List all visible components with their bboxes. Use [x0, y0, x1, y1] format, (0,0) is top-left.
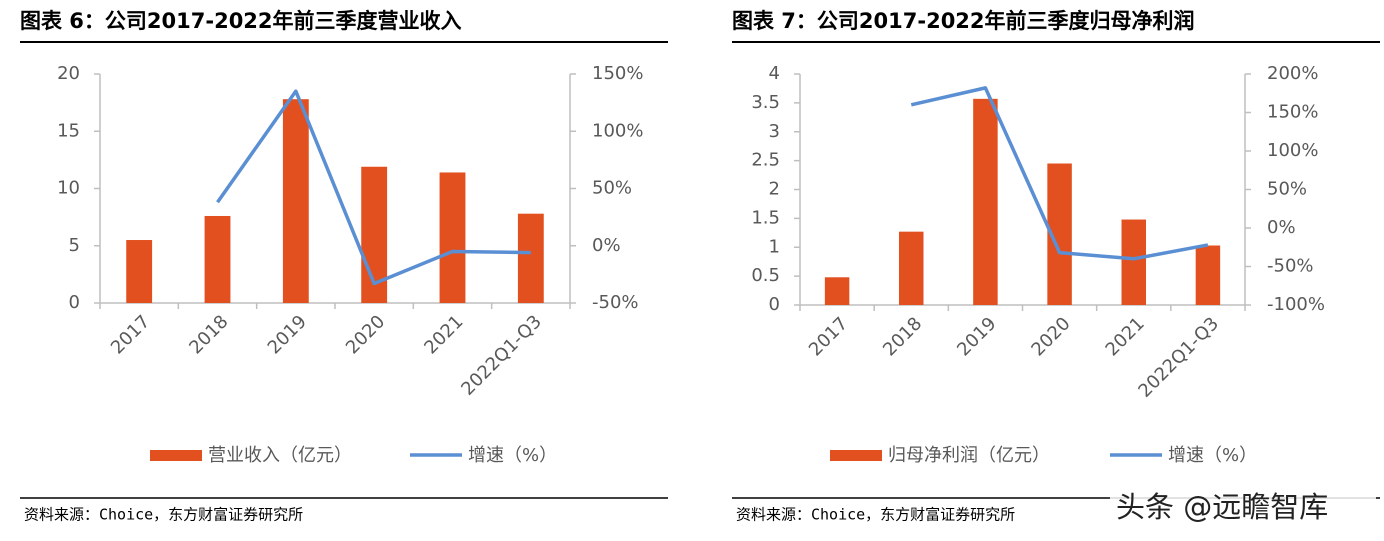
y-tick-label: 4: [769, 63, 780, 84]
x-tick-label: 2021: [1102, 313, 1149, 360]
line-series: [910, 86, 1209, 261]
bar: [899, 231, 924, 305]
x-tick-label: 2017: [107, 311, 154, 358]
y-tick-label: 15: [57, 120, 80, 141]
legend-swatch: [150, 450, 202, 461]
x-tick-label: 2019: [264, 311, 311, 358]
bar: [439, 172, 466, 303]
bar: [204, 215, 231, 303]
y-tick-label: 3: [769, 121, 780, 142]
y2-tick-label: -100%: [1267, 294, 1325, 315]
y-tick-label: 3.5: [751, 92, 780, 113]
y-tick-label: 5: [69, 235, 80, 256]
y-tick-label: 0: [769, 294, 780, 315]
legend-label: 增速（%）: [468, 445, 557, 466]
x-tick-label: 2018: [185, 311, 232, 358]
y2-tick-label: 150%: [592, 63, 643, 84]
x-tick-label: 2022Q1-Q3: [1134, 313, 1223, 402]
x-tick-label: 2021: [420, 311, 467, 358]
legend-label: 营业收入（亿元）: [208, 445, 352, 466]
bar: [824, 277, 850, 305]
watermark: 头条 @远瞻智库: [1116, 490, 1328, 524]
bar: [973, 98, 998, 306]
y-tick-label: 2.5: [751, 150, 780, 171]
chart: 图表 6：公司2017-2022年前三季度营业收入 0 5 10 15 20 -50% 0% 5…: [20, 9, 668, 524]
y2-tick-label: 100%: [1267, 140, 1318, 161]
y2-tick-label: 150%: [1267, 102, 1318, 123]
bar: [282, 99, 309, 303]
y2-tick-label: 200%: [1267, 63, 1318, 84]
y2-tick-label: 0%: [592, 235, 621, 256]
legend-swatch: [830, 450, 882, 461]
legend-label: 增速（%）: [1168, 445, 1257, 466]
chart: 图表 7：公司2017-2022年前三季度归母净利润 0 0.5 1 1.5 2 2.5 3 3…: [732, 9, 1380, 524]
y-tick-label: 2: [769, 179, 780, 200]
bar: [1195, 245, 1221, 305]
y-tick-label: 20: [57, 63, 80, 84]
x-tick-label: 2020: [1027, 313, 1074, 360]
y2-tick-label: 50%: [1267, 179, 1307, 200]
chart-title: 图表 7：公司2017-2022年前三季度归母净利润: [732, 9, 1195, 33]
line-series: [216, 89, 531, 286]
y-tick-label: 0.5: [751, 265, 780, 286]
chart-title: 图表 6：公司2017-2022年前三季度营业收入: [20, 9, 462, 33]
y2-tick-label: 50%: [592, 178, 632, 199]
y2-tick-label: 100%: [592, 120, 643, 141]
bar: [126, 240, 153, 303]
x-tick-label: 2017: [805, 313, 852, 360]
watermark-bg: [1110, 488, 1376, 530]
source: 资料来源：Choice，东方财富证券研究所: [736, 506, 1015, 524]
bar: [1121, 219, 1146, 305]
y-tick-label: 1: [769, 236, 780, 257]
y2-tick-label: 0%: [1267, 217, 1296, 238]
x-tick-label: 2019: [953, 313, 1000, 360]
y-tick-label: 0: [69, 292, 80, 313]
source: 资料来源：Choice，东方财富证券研究所: [24, 506, 303, 524]
x-tick-label: 2022Q1-Q3: [457, 311, 546, 400]
x-tick-label: 2020: [342, 311, 389, 358]
y-tick-label: 10: [57, 178, 80, 199]
bar: [517, 213, 544, 303]
y2-tick-label: -50%: [592, 292, 639, 313]
legend-label: 归母净利润（亿元）: [888, 445, 1050, 466]
x-tick-label: 2018: [879, 313, 926, 360]
y2-tick-label: -50%: [1267, 256, 1314, 277]
y-tick-label: 1.5: [751, 207, 780, 228]
